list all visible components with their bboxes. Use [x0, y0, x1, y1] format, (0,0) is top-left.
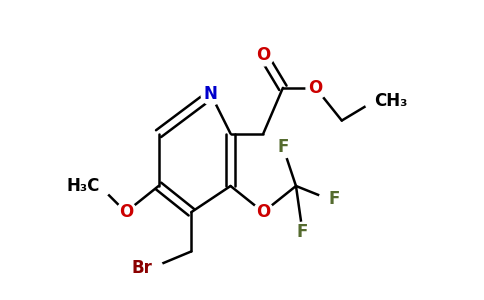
- Text: O: O: [119, 203, 133, 221]
- Text: F: F: [277, 138, 288, 156]
- Text: N: N: [204, 85, 218, 103]
- Text: F: F: [297, 223, 308, 241]
- Text: O: O: [308, 79, 323, 97]
- Text: O: O: [256, 203, 271, 221]
- Text: Br: Br: [131, 259, 152, 277]
- Text: CH₃: CH₃: [375, 92, 408, 110]
- Text: O: O: [256, 46, 271, 64]
- Text: H₃C: H₃C: [66, 177, 100, 195]
- Text: F: F: [329, 190, 340, 208]
